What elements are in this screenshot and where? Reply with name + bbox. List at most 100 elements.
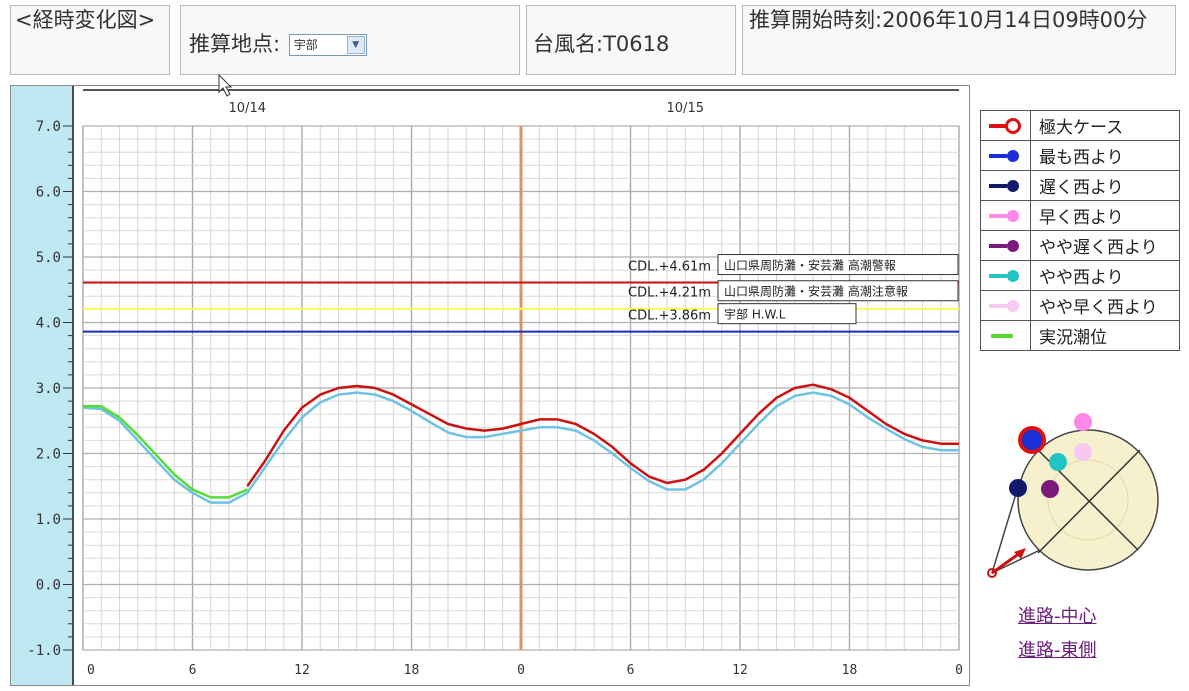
threshold-box	[717, 254, 959, 276]
course-early-west	[1074, 413, 1092, 431]
chart-heading: <経時変化図>	[10, 5, 170, 75]
legend-row: 実況潮位	[980, 320, 1180, 351]
course-late-west	[1009, 479, 1027, 497]
x-tick-label: 18	[842, 663, 858, 678]
legend-line-swatch	[989, 274, 1007, 278]
legend-row: やや早く西より	[980, 290, 1180, 321]
threshold-box	[717, 280, 959, 302]
legend: 極大ケース 最も西より 遅く西より 早く西より やや遅く西より やや西より やや早く西より実…	[980, 110, 1180, 351]
point-selector-cell: 推算地点: 宇部 ▼	[180, 5, 520, 75]
chevron-down-icon[interactable]: ▼	[346, 36, 365, 54]
point-label: 推算地点:	[189, 32, 281, 56]
threshold-box-text: 宇部 H.W.L	[724, 307, 786, 322]
legend-symbol	[980, 170, 1031, 201]
legend-row: 早く西より	[980, 200, 1180, 231]
series-line	[83, 405, 248, 499]
legend-label: やや西より	[1030, 260, 1180, 291]
date-label: 10/14	[229, 101, 266, 116]
threshold-box-text: 山口県周防灘・安芸灘 高潮警報	[724, 258, 896, 273]
legend-dot-marker	[1007, 300, 1019, 312]
legend-dot-marker	[1007, 180, 1019, 192]
course-slightly-west	[1049, 453, 1067, 471]
legend-line-swatch	[991, 334, 1013, 338]
route-center-link[interactable]: 進路-中心	[1018, 606, 1097, 627]
legend-line-swatch	[989, 124, 1007, 128]
cross-line-b	[1037, 449, 1141, 554]
y-tick-label: 1.0	[36, 512, 61, 528]
y-tick-label: 6.0	[36, 185, 61, 201]
legend-symbol	[980, 320, 1031, 351]
date-label: 10/15	[667, 101, 704, 116]
legend-label: やや遅く西より	[1030, 230, 1180, 261]
threshold-box	[717, 303, 857, 325]
legend-line-swatch	[989, 244, 1007, 248]
legend-line-swatch	[989, 304, 1007, 308]
typhoon-name: 台風名:T0618	[533, 32, 670, 56]
legend-dot-marker	[1007, 240, 1019, 252]
y-axis-band	[11, 86, 73, 685]
y-tick-label: -1.0	[27, 643, 61, 659]
course-slightly-early-west	[1074, 443, 1092, 461]
y-tick-label: 4.0	[36, 316, 61, 332]
legend-ring-marker	[1005, 118, 1021, 134]
threshold-label: CDL.+4.61m	[628, 260, 711, 275]
legend-line-swatch	[989, 214, 1007, 218]
course-slightly-late-west	[1041, 480, 1059, 498]
y-tick-label: 7.0	[36, 119, 61, 135]
start-time-cell: 推算開始時刻:2006年10月14日09時00分	[742, 5, 1176, 75]
arrow-head-icon	[1014, 548, 1026, 559]
x-tick-label: 12	[294, 663, 310, 678]
legend-label: 遅く西より	[1030, 170, 1180, 201]
track-arrow	[991, 551, 1021, 575]
x-tick-label: 12	[732, 663, 748, 678]
legend-label: 極大ケース	[1030, 110, 1180, 141]
legend-row: 極大ケース	[980, 110, 1180, 141]
y-tick-label: 2.0	[36, 447, 61, 463]
x-tick-label: 0	[517, 663, 525, 678]
legend-symbol	[980, 230, 1031, 261]
route-east-link[interactable]: 進路-東側	[1018, 640, 1097, 661]
legend-dot-marker	[1007, 150, 1019, 162]
point-select[interactable]: 宇部 ▼	[288, 34, 367, 56]
typhoon-name-cell: 台風名:T0618	[526, 5, 736, 75]
cone-right	[991, 549, 1041, 574]
y-tick-label: 5.0	[36, 250, 61, 266]
x-tick-label: 0	[955, 663, 963, 678]
cone-left	[991, 486, 1019, 574]
legend-label: 早く西より	[1030, 200, 1180, 231]
y-tick-label: 0.0	[36, 578, 61, 594]
legend-label: 実況潮位	[1030, 320, 1180, 351]
chart-heading-text: <経時変化図>	[15, 8, 156, 32]
legend-row: 遅く西より	[980, 170, 1180, 201]
typhoon-course-diagram	[987, 413, 1159, 578]
legend-dot-marker	[1007, 210, 1019, 222]
mouse-pointer-icon	[218, 74, 233, 97]
legend-row: 最も西より	[980, 140, 1180, 171]
legend-line-swatch	[989, 154, 1007, 158]
start-time: 推算開始時刻:2006年10月14日09時00分	[749, 8, 1148, 32]
x-tick-label: 6	[627, 663, 635, 678]
x-tick-label: 0	[87, 663, 95, 678]
threshold-label: CDL.+3.86m	[628, 309, 711, 324]
x-tick-label: 6	[189, 663, 197, 678]
legend-label: 最も西より	[1030, 140, 1180, 171]
series-line	[82, 391, 959, 504]
legend-symbol	[980, 140, 1031, 171]
legend-label: やや早く西より	[1030, 290, 1180, 321]
legend-dot-marker	[1007, 270, 1019, 282]
legend-symbol	[980, 200, 1031, 231]
chart-frame: 7.0 6.0 5.0 4.0 3.0 2.0 1.0 0.0 -1.0 0 6 12 18 0 6 12 18…	[10, 85, 970, 686]
inner-circle	[1047, 459, 1129, 541]
threshold-label: CDL.+4.21m	[628, 286, 711, 301]
legend-symbol	[980, 290, 1031, 321]
legend-symbol	[980, 260, 1031, 291]
legend-line-swatch	[989, 184, 1007, 188]
origin-point	[987, 568, 997, 578]
threshold-box-text: 山口県周防灘・安芸灘 高潮注意報	[724, 284, 908, 299]
y-tick-label: 3.0	[36, 381, 61, 397]
point-select-value: 宇部	[293, 38, 318, 52]
tide-chart: 7.0 6.0 5.0 4.0 3.0 2.0 1.0 0.0 -1.0 0 6 12 18 0 6 12 18…	[11, 86, 963, 685]
legend-row: やや遅く西より	[980, 230, 1180, 261]
x-tick-label: 18	[404, 663, 420, 678]
legend-row: やや西より	[980, 260, 1180, 291]
